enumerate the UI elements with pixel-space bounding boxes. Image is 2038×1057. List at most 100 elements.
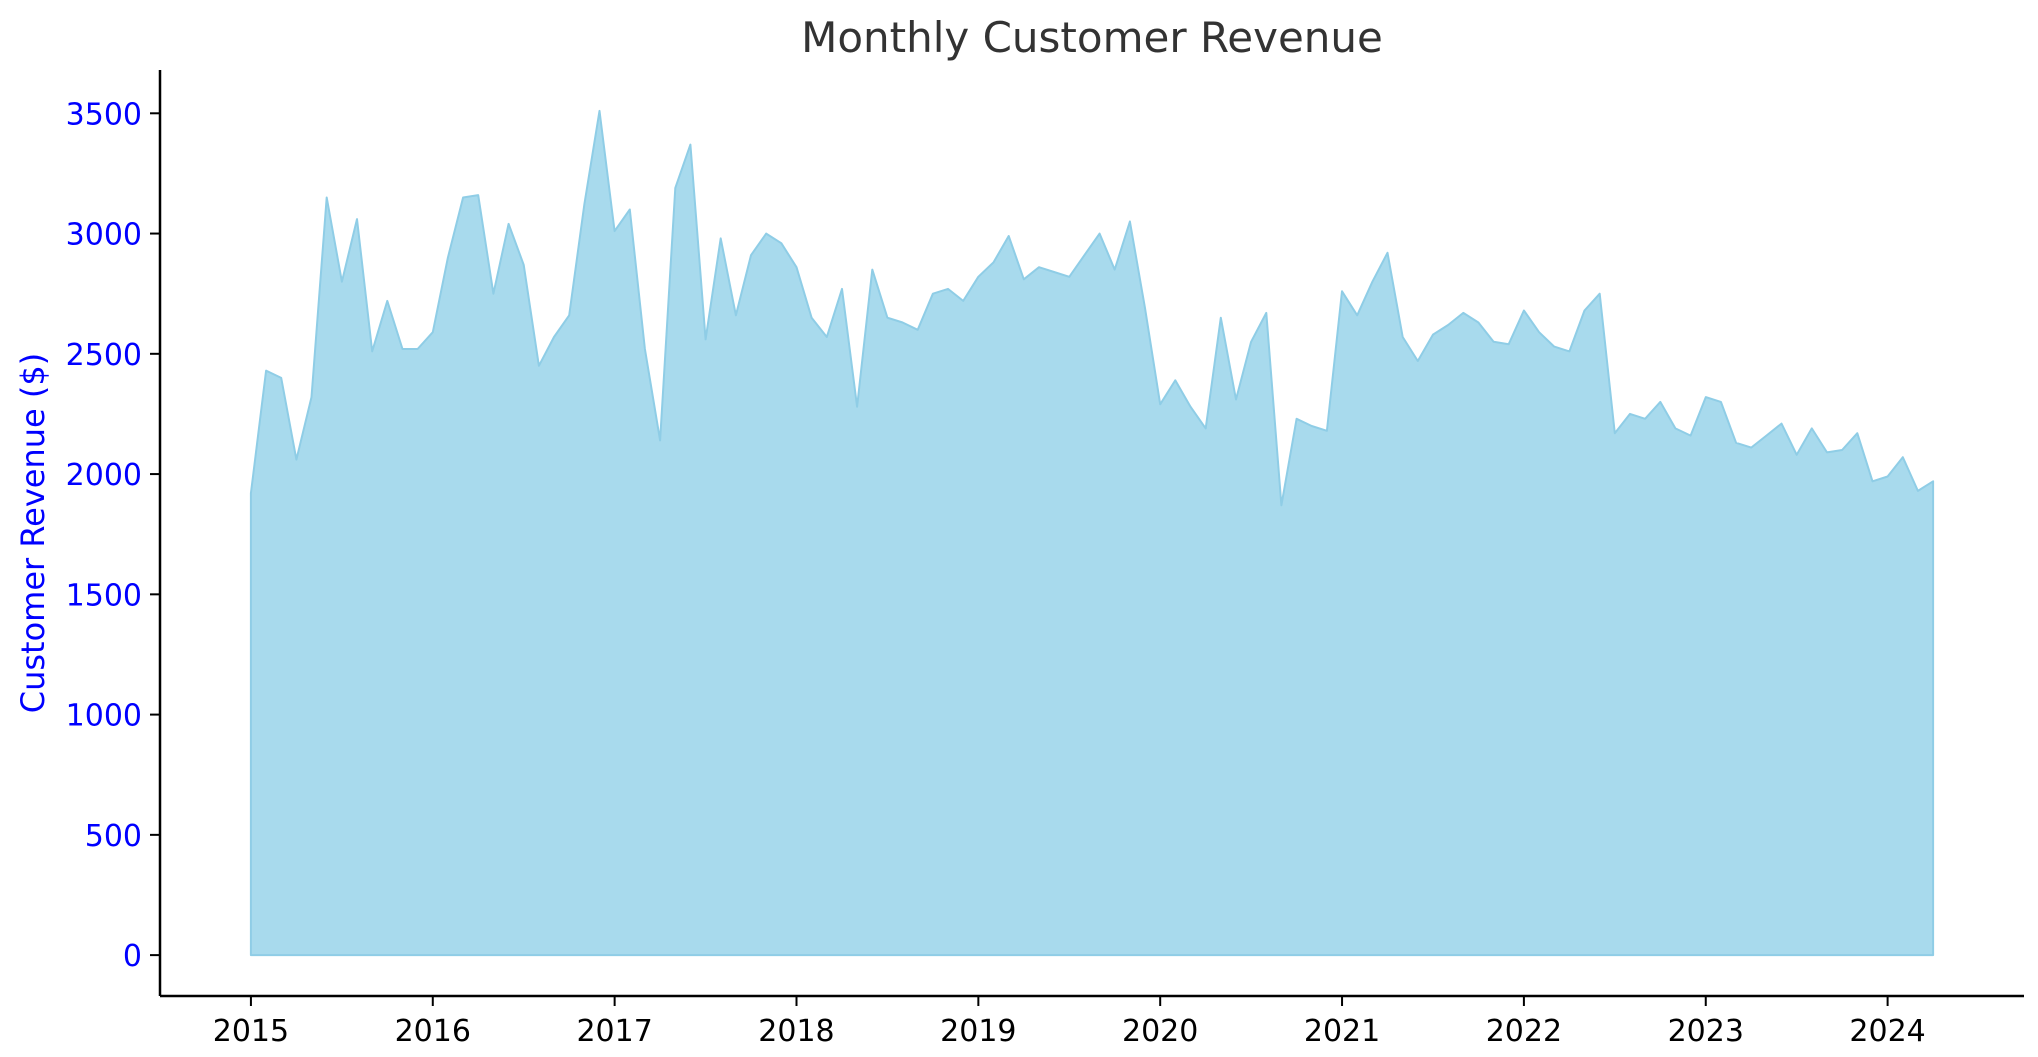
data-point (279, 376, 283, 380)
data-point (1143, 306, 1147, 310)
data-point (1628, 412, 1632, 416)
data-point (946, 287, 950, 291)
data-point (370, 349, 374, 353)
data-point (264, 369, 268, 373)
data-point (1764, 434, 1768, 438)
data-point (1855, 431, 1859, 435)
data-point (870, 268, 874, 272)
data-point (1204, 426, 1208, 430)
x-tick-label: 2019 (940, 1014, 1016, 1049)
data-point (1704, 395, 1708, 399)
data-point (1461, 311, 1465, 315)
data-point (1234, 398, 1238, 402)
data-point (1295, 417, 1299, 421)
data-point (688, 143, 692, 147)
data-point (1643, 417, 1647, 421)
data-point (1598, 292, 1602, 296)
data-point (431, 330, 435, 334)
data-point (673, 186, 677, 190)
data-point (1552, 345, 1556, 349)
data-point (1007, 234, 1011, 238)
data-point (416, 347, 420, 351)
data-point (1931, 479, 1935, 483)
data-point (1567, 349, 1571, 353)
data-point (1325, 429, 1329, 433)
data-point (1067, 275, 1071, 279)
data-point (1749, 446, 1753, 450)
data-point (446, 256, 450, 260)
y-tick-label: 2500 (66, 338, 142, 373)
data-point (658, 438, 662, 442)
data-point (931, 292, 935, 296)
data-point (507, 222, 511, 226)
y-tick-label: 0 (123, 939, 142, 974)
x-tick-label: 2017 (576, 1014, 652, 1049)
data-point (1583, 309, 1587, 313)
data-point (1128, 220, 1132, 224)
data-point (643, 347, 647, 351)
data-point (1871, 479, 1875, 483)
area-series-0 (249, 109, 1935, 957)
data-point (537, 364, 541, 368)
data-point (1840, 448, 1844, 452)
data-point (885, 316, 889, 320)
data-point (1219, 316, 1223, 320)
data-point (340, 280, 344, 284)
x-tick-label: 2022 (1486, 1014, 1562, 1049)
data-point (552, 335, 556, 339)
data-point (1098, 232, 1102, 236)
data-point (1522, 309, 1526, 313)
data-point (325, 196, 329, 200)
data-point (582, 203, 586, 207)
data-point (1264, 311, 1268, 315)
data-point (1340, 289, 1344, 293)
data-point (1370, 280, 1374, 284)
data-point (1810, 426, 1814, 430)
y-tick-label: 1000 (66, 699, 142, 734)
data-point (1901, 455, 1905, 459)
data-point (992, 260, 996, 264)
data-point (461, 196, 465, 200)
y-tick-label: 500 (85, 819, 142, 854)
data-point (476, 193, 480, 197)
data-point (1780, 422, 1784, 426)
data-point (1673, 426, 1677, 430)
y-tick-label: 3000 (66, 218, 142, 253)
data-point (1113, 268, 1117, 272)
data-point (1416, 359, 1420, 363)
data-point (1082, 253, 1086, 257)
y-tick-label: 2000 (66, 458, 142, 493)
data-point (1158, 402, 1162, 406)
y-axis-label: Customer Revenue ($) (14, 353, 52, 713)
data-point (1825, 450, 1829, 454)
data-point (1719, 400, 1723, 404)
data-point (840, 287, 844, 291)
data-point (901, 321, 905, 325)
data-point (1355, 313, 1359, 317)
data-point (1173, 378, 1177, 382)
data-point (719, 236, 723, 240)
y-tick-label: 3500 (66, 97, 142, 132)
data-point (1279, 503, 1283, 507)
data-point (704, 337, 708, 341)
x-tick-label: 2018 (758, 1014, 834, 1049)
data-point (1537, 330, 1541, 334)
data-point (1507, 342, 1511, 346)
data-point (1446, 323, 1450, 327)
data-point (1476, 321, 1480, 325)
data-point (1431, 333, 1435, 337)
data-point (1916, 489, 1920, 493)
data-point (613, 229, 617, 233)
data-point (916, 328, 920, 332)
data-point (855, 405, 859, 409)
y-tick-label: 1500 (66, 578, 142, 613)
data-point (795, 265, 799, 269)
data-point (1052, 270, 1056, 274)
data-point (1658, 400, 1662, 404)
data-point (628, 208, 632, 212)
data-point (294, 458, 298, 462)
data-point (779, 241, 783, 245)
data-point (734, 313, 738, 317)
chart-title: Monthly Customer Revenue (801, 13, 1383, 62)
y-axis-ticks: 0 500 1000 1500 2000 2500 3000 3500 (66, 97, 160, 974)
